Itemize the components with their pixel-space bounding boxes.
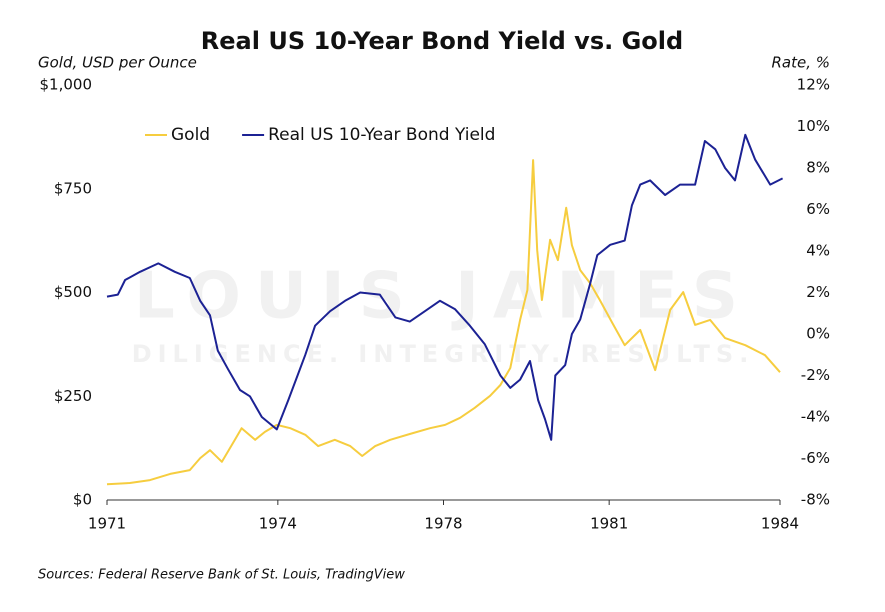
x-tick-label: 1981	[590, 515, 628, 533]
watermark: LOUIS JAMES	[134, 260, 752, 334]
y-tick-label: $500	[54, 283, 92, 301]
series-line	[106, 133, 784, 441]
x-tick-label: 1978	[424, 515, 462, 533]
y2-tick-label: -2%	[801, 366, 830, 384]
y2-tick-label: 6%	[806, 200, 830, 218]
legend-label: Real US 10-Year Bond Yield	[268, 125, 495, 145]
y2-tick-label: -4%	[801, 408, 830, 426]
chart-title: Real US 10-Year Bond Yield vs. Gold	[201, 27, 683, 55]
y2-tick-label: 12%	[797, 76, 830, 94]
y2-tick-label: 4%	[806, 242, 830, 260]
y-tick-label: $1,000	[40, 76, 93, 94]
y-tick-label: $0	[73, 491, 92, 509]
y2-tick-label: 8%	[806, 159, 830, 177]
y-tick-label: $250	[54, 387, 92, 405]
y-tick-label: $750	[54, 179, 92, 197]
source: Sources: Federal Reserve Bank of St. Lou…	[38, 568, 405, 583]
y2-tick-label: 0%	[806, 325, 830, 343]
y2-tick-label: -8%	[801, 491, 830, 509]
y-axis-title: Gold, USD per Ounce	[38, 54, 197, 72]
y2-tick-label: 2%	[806, 283, 830, 301]
y2-tick-label: 10%	[797, 117, 830, 135]
x-tick-label: 1974	[259, 515, 297, 533]
series-line	[106, 159, 781, 486]
y2-axis-title: Rate, %	[771, 54, 830, 72]
x-tick-label: 1984	[761, 515, 799, 533]
x-tick-label: 1971	[88, 515, 126, 533]
y2-tick-label: -6%	[801, 449, 830, 467]
legend-label: Gold	[171, 125, 210, 145]
